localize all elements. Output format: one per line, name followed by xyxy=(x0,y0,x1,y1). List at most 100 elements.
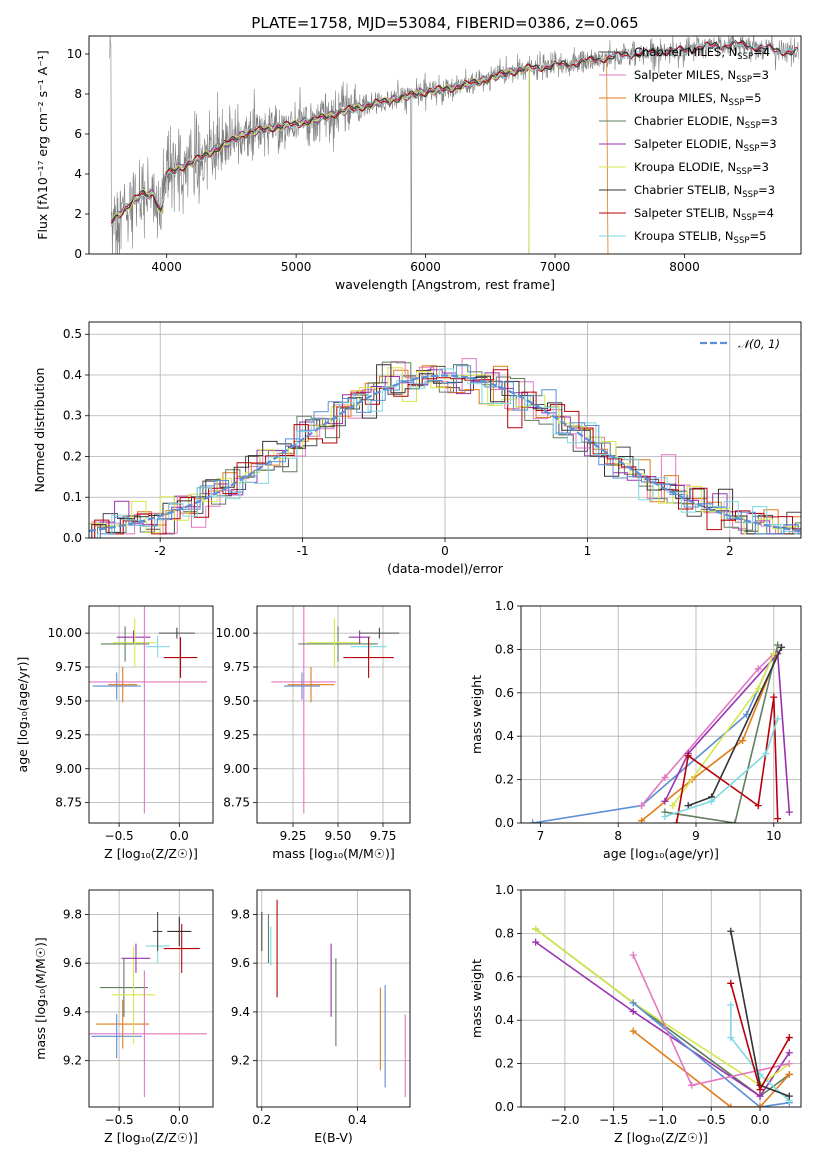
y-tick-label: 0.0 xyxy=(495,816,514,830)
y-tick-label: 0 xyxy=(74,247,82,261)
weight-marker xyxy=(629,1027,637,1035)
mass_vs_Z-frame xyxy=(88,889,214,1108)
mass_vs_EBV-panel: 0.2 0.4 9.2 9.4 9.6 9.8 E(B-V) xyxy=(231,889,411,1145)
y-tick-label: 1.0 xyxy=(495,599,514,613)
age_vs_mass-frame xyxy=(256,605,411,824)
weight-marker xyxy=(754,665,762,673)
x-tick-label: 8 xyxy=(614,829,622,843)
histogram xyxy=(97,361,801,538)
weight-marker xyxy=(774,815,782,823)
y-tick-label: 0.1 xyxy=(63,490,82,504)
weight-marker xyxy=(754,684,762,692)
weight-marker xyxy=(708,797,716,805)
legend-sub: SSP xyxy=(744,144,760,154)
weight-marker xyxy=(669,802,677,810)
legend-entry: Kroupa ELODIE, NSSP=3 xyxy=(634,160,769,177)
weight_vs_age-frame xyxy=(520,605,802,824)
y-tick-label: 0.0 xyxy=(495,1100,514,1114)
model-spectrum xyxy=(110,65,530,254)
legend-label: Kroupa STELIB, N xyxy=(634,229,734,243)
y-tick-label: 6 xyxy=(74,127,82,141)
x-tick-label: −0.5 xyxy=(105,829,134,843)
x-tick-label: 0.0 xyxy=(170,829,189,843)
y-tick-label: 8.75 xyxy=(223,796,250,810)
age_vs_Z-plot-area xyxy=(89,606,207,814)
legend-suffix: =3 xyxy=(752,160,769,174)
y-tick-label: 4 xyxy=(74,167,82,181)
y-tick-label: 9.75 xyxy=(223,660,250,674)
x-tick-label: 0.2 xyxy=(252,1113,271,1127)
mass_vs_Z-plot-area xyxy=(89,911,207,1098)
weight-marker xyxy=(629,951,637,959)
legend-label: Kroupa MILES, N xyxy=(634,91,729,105)
x-axis-label: Z [log₁₀(Z/Z☉)] xyxy=(104,846,198,861)
x-tick-label: −2.0 xyxy=(550,1113,579,1127)
y-tick-label: 0.2 xyxy=(495,773,514,787)
legend-entry: Salpeter ELODIE, NSSP=3 xyxy=(634,137,777,154)
y-tick-label: 0.8 xyxy=(495,642,514,656)
weight-marker xyxy=(785,1034,793,1042)
weight-marker xyxy=(743,711,751,718)
x-tick-label: 6000 xyxy=(410,260,441,274)
weight-marker xyxy=(684,802,692,810)
legend-sub: SSP xyxy=(737,52,753,62)
weight-marker xyxy=(756,1103,764,1107)
legend-sub: SSP xyxy=(729,98,745,108)
weight-line xyxy=(535,928,790,1087)
y-tick-label: 9.6 xyxy=(63,956,82,970)
legend-entry: Chabrier STELIB, NSSP=3 xyxy=(634,183,775,200)
weight-marker xyxy=(774,641,782,649)
x-tick-label: 0.0 xyxy=(170,1113,189,1127)
x-tick-label: -1 xyxy=(297,544,309,558)
x-tick-label: 2 xyxy=(726,544,734,558)
y-tick-label: 10.00 xyxy=(216,626,250,640)
residuals-frame xyxy=(88,321,802,539)
legend-suffix: =5 xyxy=(744,91,761,105)
x-axis-label: (data-model)/error xyxy=(387,561,504,576)
weight-marker xyxy=(727,1001,735,1009)
legend-entry: Chabrier ELODIE, NSSP=3 xyxy=(634,114,778,131)
x-axis-label: age [log₁₀(age/yr)] xyxy=(603,846,719,861)
weight-marker xyxy=(629,1008,637,1016)
y-tick-label: 0.6 xyxy=(495,686,514,700)
y-tick-label: 0.4 xyxy=(495,1013,514,1027)
legend-label: Chabrier ELODIE, N xyxy=(634,114,745,128)
weight-marker xyxy=(661,812,669,820)
y-tick-label: 0.6 xyxy=(495,970,514,984)
weight-line xyxy=(664,651,791,813)
y-axis-label: age [log₁₀(age/yr)] xyxy=(15,657,30,773)
y-axis-label: mass [log₁₀(M/M☉)] xyxy=(33,937,48,1059)
legend-entry: 𝒩(0, 1) xyxy=(738,337,780,351)
x-tick-label: 5000 xyxy=(281,260,312,274)
legend-label: Chabrier STELIB, N xyxy=(634,183,742,197)
weight-line xyxy=(632,1002,790,1107)
weight-marker xyxy=(638,802,646,810)
residuals-panel: -2 -1 0 1 2 0.0 0.1 0.2 0.3 0.4 0.5 (data-model)/er… xyxy=(32,321,802,576)
weight-marker xyxy=(529,819,537,823)
weight_vs_Z-plot-area xyxy=(532,925,793,1107)
legend-entry: Chabrier MILES, NSSP=4 xyxy=(634,45,770,62)
x-tick-label: 0.0 xyxy=(750,1113,769,1127)
legend-sub: SSP xyxy=(736,167,752,177)
y-tick-label: 9.8 xyxy=(63,907,82,921)
y-tick-label: 9.00 xyxy=(223,762,250,776)
weight-marker xyxy=(739,737,747,745)
weight-marker xyxy=(731,819,739,823)
weight_vs_Z-frame xyxy=(520,889,802,1108)
weight-marker xyxy=(770,693,778,701)
y-tick-label: 9.50 xyxy=(55,694,82,708)
x-tick-label: 8000 xyxy=(669,260,700,274)
legend-suffix: =4 xyxy=(753,45,770,59)
x-tick-label: 1 xyxy=(584,544,592,558)
x-tick-label: 0.4 xyxy=(348,1113,367,1127)
weight-marker xyxy=(785,808,793,816)
weight-marker xyxy=(785,1092,793,1100)
age_vs_Z-frame xyxy=(88,605,214,824)
legend-label: Chabrier MILES, N xyxy=(634,45,737,59)
weight-marker xyxy=(774,715,782,723)
model-spectrum xyxy=(110,39,798,224)
x-axis-label: E(B-V) xyxy=(314,1130,353,1145)
histogram xyxy=(97,368,801,538)
model-spectrum xyxy=(110,39,798,226)
